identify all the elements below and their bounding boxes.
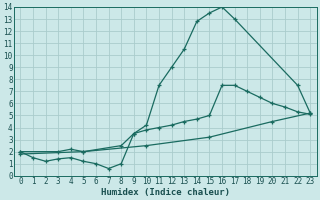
X-axis label: Humidex (Indice chaleur): Humidex (Indice chaleur) — [101, 188, 230, 197]
